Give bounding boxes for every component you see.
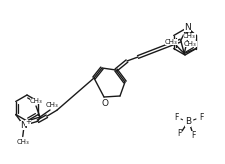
Text: CH₃: CH₃ [16,139,29,144]
Text: F: F [198,113,202,123]
Text: F: F [190,131,194,140]
Text: N: N [183,23,190,32]
Text: N: N [20,121,27,130]
Text: F: F [173,113,177,123]
Text: B: B [184,117,190,126]
Text: CH₃: CH₃ [182,32,195,39]
Text: F: F [176,130,180,139]
Text: O: O [101,99,108,107]
Text: CH₃: CH₃ [183,41,196,47]
Text: CH₃: CH₃ [29,98,42,104]
Text: +: + [25,120,31,125]
Text: CH₃: CH₃ [164,39,177,44]
Text: CH₃: CH₃ [45,102,58,108]
